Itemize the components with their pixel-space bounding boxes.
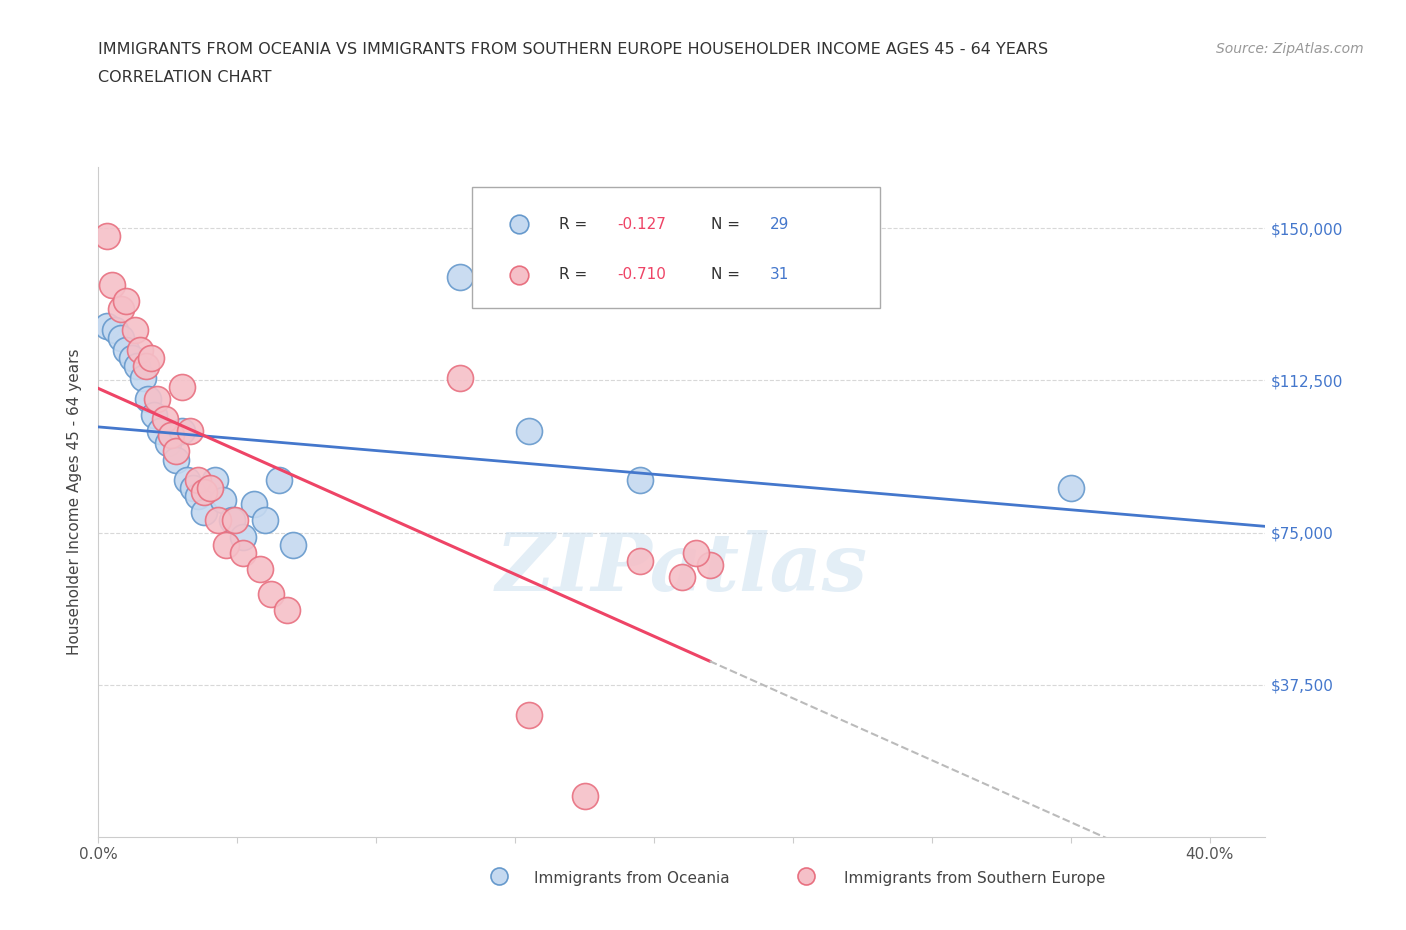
- Point: [181, 481, 204, 496]
- Point: [281, 538, 304, 552]
- Point: [215, 538, 238, 552]
- Point: [179, 424, 201, 439]
- Point: [212, 493, 235, 508]
- Point: [138, 392, 160, 406]
- Point: [153, 412, 176, 427]
- Point: [628, 553, 651, 568]
- Point: [187, 472, 209, 487]
- Point: [156, 436, 179, 451]
- Point: [1060, 481, 1083, 496]
- Text: R =: R =: [560, 217, 592, 232]
- Point: [170, 424, 193, 439]
- Point: [488, 869, 510, 883]
- Text: CORRELATION CHART: CORRELATION CHART: [98, 70, 271, 85]
- Point: [254, 513, 277, 528]
- Point: [96, 229, 118, 244]
- Point: [170, 379, 193, 394]
- Point: [232, 529, 254, 544]
- Text: Immigrants from Oceania: Immigrants from Oceania: [534, 871, 730, 886]
- Point: [628, 472, 651, 487]
- Point: [121, 351, 143, 365]
- Point: [260, 586, 283, 601]
- Point: [143, 407, 166, 422]
- Point: [148, 424, 170, 439]
- Point: [685, 546, 707, 561]
- Text: N =: N =: [711, 267, 745, 282]
- Point: [1087, 830, 1109, 844]
- Text: -0.710: -0.710: [617, 267, 666, 282]
- Point: [699, 558, 721, 573]
- Point: [165, 444, 187, 458]
- Text: IMMIGRANTS FROM OCEANIA VS IMMIGRANTS FROM SOUTHERN EUROPE HOUSEHOLDER INCOME AG: IMMIGRANTS FROM OCEANIA VS IMMIGRANTS FR…: [98, 42, 1049, 57]
- Point: [101, 278, 124, 293]
- Point: [193, 485, 215, 499]
- Point: [517, 708, 540, 723]
- Text: Immigrants from Southern Europe: Immigrants from Southern Europe: [844, 871, 1105, 886]
- Point: [165, 452, 187, 467]
- Text: N =: N =: [711, 217, 745, 232]
- Point: [115, 294, 138, 309]
- Text: ZIPatlas: ZIPatlas: [496, 530, 868, 608]
- Y-axis label: Householder Income Ages 45 - 64 years: Householder Income Ages 45 - 64 years: [67, 349, 83, 656]
- Point: [159, 428, 181, 443]
- Point: [129, 342, 152, 357]
- Point: [115, 342, 138, 357]
- Point: [1087, 830, 1109, 844]
- Text: 31: 31: [769, 267, 789, 282]
- Point: [207, 513, 229, 528]
- Point: [276, 603, 298, 618]
- Point: [141, 351, 163, 365]
- Point: [110, 330, 132, 345]
- Point: [127, 359, 149, 374]
- Point: [198, 481, 221, 496]
- Point: [96, 318, 118, 333]
- Point: [110, 302, 132, 317]
- Point: [135, 359, 157, 374]
- Point: [187, 488, 209, 503]
- Point: [146, 392, 169, 406]
- Point: [176, 472, 198, 487]
- Point: [794, 869, 817, 883]
- Point: [243, 497, 266, 512]
- Point: [204, 472, 226, 487]
- Point: [104, 323, 127, 338]
- Point: [449, 371, 471, 386]
- Point: [124, 323, 146, 338]
- Point: [221, 513, 243, 528]
- Point: [574, 789, 596, 804]
- Text: Source: ZipAtlas.com: Source: ZipAtlas.com: [1216, 42, 1364, 56]
- Point: [193, 505, 215, 520]
- Text: -0.127: -0.127: [617, 217, 666, 232]
- Point: [449, 270, 471, 285]
- Point: [132, 371, 155, 386]
- Text: R =: R =: [560, 267, 592, 282]
- Text: 29: 29: [769, 217, 789, 232]
- Point: [232, 546, 254, 561]
- Point: [249, 562, 271, 577]
- Point: [267, 472, 290, 487]
- Point: [517, 424, 540, 439]
- Point: [671, 570, 693, 585]
- Point: [224, 513, 246, 528]
- FancyBboxPatch shape: [472, 188, 880, 308]
